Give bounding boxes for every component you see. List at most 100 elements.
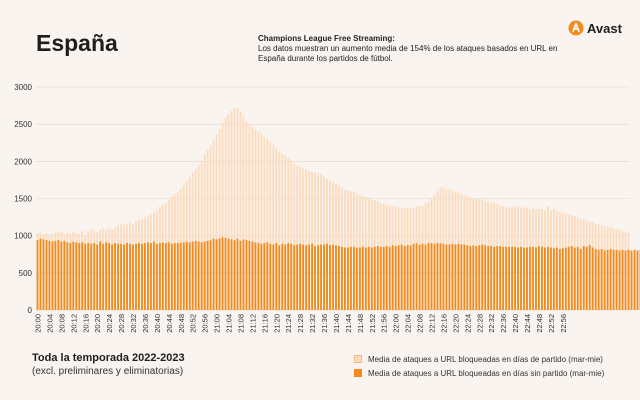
bar-no-match-day: [606, 249, 609, 310]
bar-no-match-day: [260, 243, 263, 310]
bar-no-match-day: [627, 249, 630, 310]
bar-no-match-day: [66, 242, 69, 310]
bar-match-day: [221, 122, 224, 311]
bar-no-match-day: [636, 250, 639, 310]
bar-no-match-day: [317, 245, 319, 310]
bar-match-day: [299, 166, 302, 310]
bar-no-match-day: [532, 246, 534, 310]
x-tick-label: 20:28: [117, 314, 126, 333]
bar-match-day: [323, 176, 325, 310]
bar-no-match-day: [99, 241, 102, 310]
bar-no-match-day: [224, 237, 227, 310]
bar-no-match-day: [508, 246, 511, 310]
bar-no-match-day: [185, 241, 188, 310]
bar-no-match-day: [167, 242, 170, 310]
bar-no-match-day: [323, 244, 325, 310]
no-match-day-bars: [36, 237, 640, 310]
bar-no-match-day: [206, 240, 209, 310]
bar-no-match-day: [42, 239, 45, 310]
bar-no-match-day: [87, 243, 90, 310]
bar-no-match-day: [621, 249, 624, 310]
bar-no-match-day: [233, 240, 236, 310]
bar-no-match-day: [523, 247, 525, 310]
bar-match-day: [209, 145, 212, 310]
bar-no-match-day: [511, 246, 514, 310]
bar-match-day: [218, 128, 221, 310]
bar-no-match-day: [412, 243, 415, 310]
bar-no-match-day: [176, 243, 179, 310]
chart-legend: Media de ataques a URL bloqueadas en día…: [354, 352, 604, 380]
y-tick-label: 1000: [14, 232, 32, 241]
bar-no-match-day: [538, 246, 540, 310]
bar-no-match-day: [573, 247, 576, 310]
bar-no-match-day: [54, 240, 57, 310]
x-tick-label: 22:44: [523, 314, 532, 333]
bar-no-match-day: [358, 247, 361, 310]
bar-no-match-day: [81, 242, 84, 310]
bar-match-day: [293, 163, 296, 310]
bar-no-match-day: [546, 246, 549, 310]
bar-match-day: [287, 158, 290, 310]
bar-no-match-day: [400, 244, 403, 310]
bar-no-match-day: [257, 243, 260, 310]
bar-no-match-day: [293, 245, 296, 310]
x-tick-label: 20:44: [165, 314, 174, 333]
x-tick-label: 22:52: [547, 314, 556, 333]
bar-no-match-day: [347, 247, 349, 310]
bar-no-match-day: [51, 241, 54, 310]
x-tick-label: 21:08: [236, 314, 245, 333]
bar-no-match-day: [114, 243, 117, 310]
bar-no-match-day: [600, 249, 603, 310]
bar-no-match-day: [373, 246, 376, 310]
bar-no-match-day: [597, 249, 600, 310]
bar-no-match-day: [355, 247, 358, 310]
bar-no-match-day: [439, 243, 442, 310]
bar-no-match-day: [111, 244, 114, 310]
country-title: España: [36, 30, 118, 56]
bar-no-match-day: [72, 241, 75, 310]
bar-no-match-day: [487, 246, 490, 310]
bar-no-match-day: [424, 244, 427, 310]
bar-no-match-day: [579, 249, 582, 310]
bar-no-match-day: [269, 243, 272, 310]
bar-no-match-day: [287, 243, 290, 310]
bar-no-match-day: [478, 245, 481, 310]
bar-match-day: [284, 155, 287, 310]
x-tick-label: 22:48: [535, 314, 544, 333]
bar-no-match-day: [555, 247, 558, 310]
bar-no-match-day: [448, 244, 451, 310]
bar-match-day: [194, 168, 197, 310]
bar-no-match-day: [451, 243, 454, 310]
bar-match-day: [260, 133, 263, 310]
x-tick-label: 20:08: [57, 314, 66, 333]
x-tick-label: 20:36: [141, 314, 150, 333]
bar-no-match-day: [505, 246, 508, 310]
bar-match-day: [251, 127, 254, 310]
x-tick-label: 21:24: [284, 314, 293, 333]
bar-no-match-day: [418, 244, 421, 310]
bar-match-day: [206, 150, 209, 310]
bar-match-day: [314, 172, 317, 310]
bar-no-match-day: [382, 246, 385, 310]
bar-no-match-day: [445, 244, 448, 310]
bar-no-match-day: [376, 246, 379, 310]
x-tick-label: 22:08: [416, 314, 425, 333]
bar-no-match-day: [332, 244, 334, 310]
bar-no-match-day: [633, 249, 636, 310]
bar-no-match-day: [158, 243, 161, 310]
x-tick-label: 22:04: [404, 314, 413, 333]
bar-no-match-day: [394, 246, 397, 310]
bar-no-match-day: [149, 243, 152, 310]
bar-no-match-day: [591, 247, 594, 310]
bar-no-match-day: [529, 246, 531, 310]
bar-no-match-day: [415, 243, 418, 310]
bar-no-match-day: [388, 246, 391, 310]
bar-no-match-day: [517, 247, 519, 310]
bar-no-match-day: [308, 244, 311, 310]
bar-no-match-day: [302, 244, 305, 310]
bar-no-match-day: [406, 245, 409, 310]
bar-no-match-day: [299, 243, 302, 310]
bar-no-match-day: [188, 242, 191, 310]
bar-match-day: [308, 171, 311, 310]
bar-no-match-day: [320, 244, 322, 310]
